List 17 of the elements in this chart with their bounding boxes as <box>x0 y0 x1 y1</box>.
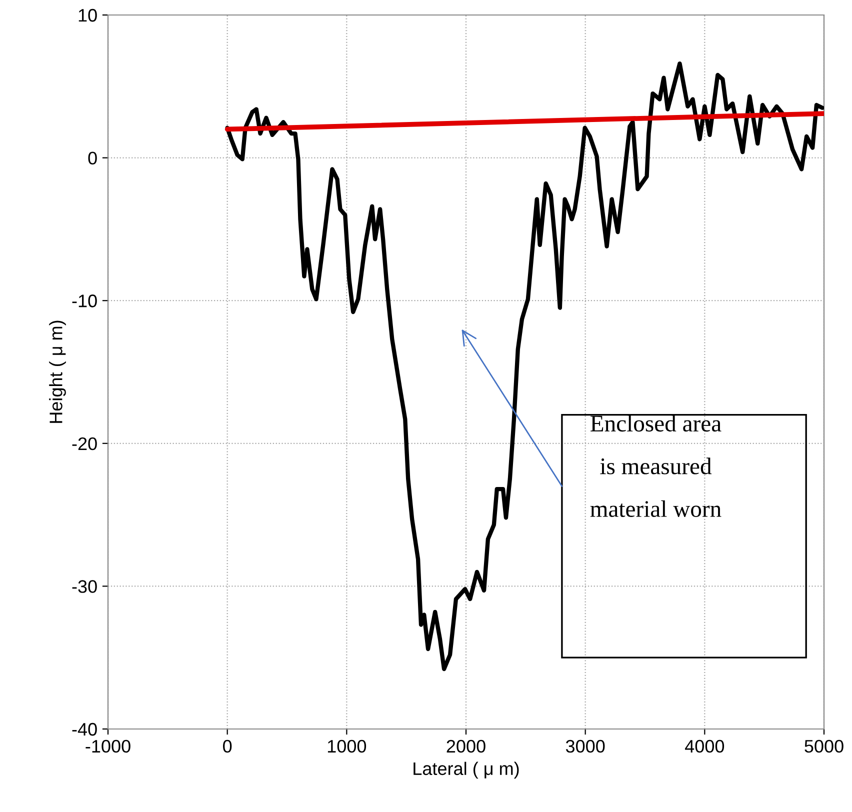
y-axis-title: Height ( μ m) <box>49 320 66 423</box>
x-tick-label: 0 <box>223 740 232 753</box>
y-tick-label: -40 <box>72 722 97 736</box>
y-tick-label: -20 <box>72 437 97 450</box>
x-tick-label: 2000 <box>446 740 486 753</box>
y-tick-label: 10 <box>78 8 97 22</box>
x-tick-label: 1000 <box>328 740 366 753</box>
x-tick-label: 3000 <box>566 740 605 753</box>
y-tick-label: 0 <box>88 152 97 165</box>
x-tick-label: -1000 <box>86 740 130 753</box>
x-axis-title: Lateral ( μ m) <box>414 762 519 779</box>
x-tick-label: 4000 <box>685 740 724 753</box>
annotation: Enclosed area is measured material worn <box>590 414 722 518</box>
line-series <box>225 61 824 672</box>
y-tick-label: -10 <box>72 294 97 308</box>
x-tick-label: 5000 <box>804 740 844 753</box>
y-tick-label: -30 <box>72 580 97 593</box>
